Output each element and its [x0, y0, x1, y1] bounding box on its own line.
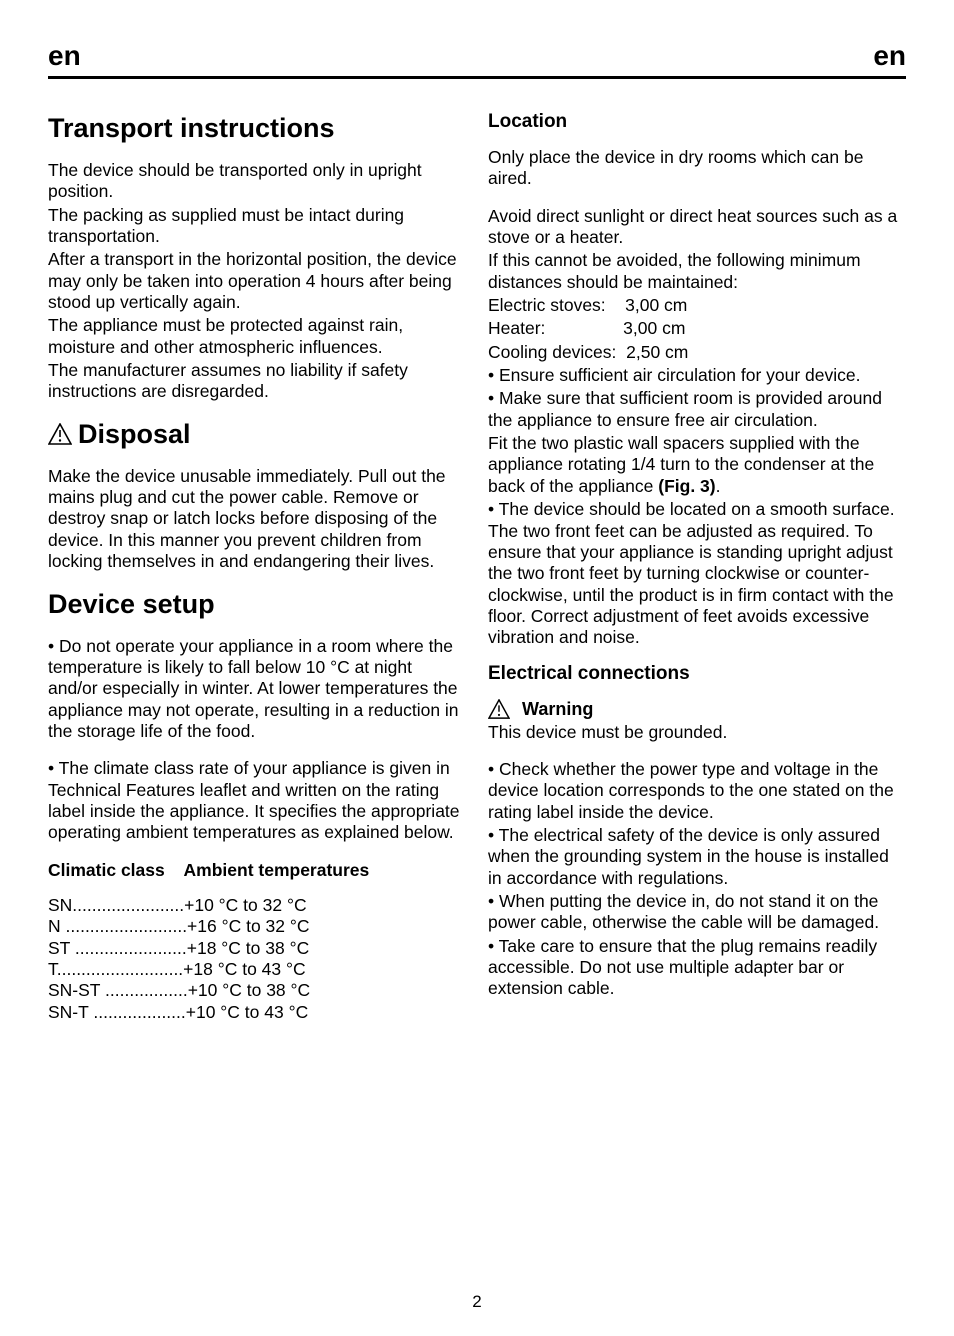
- climate-row: SN-ST .................+10 °C to 38 °C: [48, 980, 466, 1001]
- heading-electrical: Electrical connections: [488, 663, 906, 685]
- distance-cooling: Cooling devices: 2,50 cm: [488, 342, 906, 363]
- setup-p2: • The climate class rate of your applian…: [48, 758, 466, 843]
- location-p1: Only place the device in dry rooms which…: [488, 147, 906, 190]
- setup-b1: • Do not operate your appliance in a roo…: [48, 636, 466, 743]
- transport-block: The device should be transported only in…: [48, 160, 466, 403]
- climate-row: ST .......................+18 °C to 38 °…: [48, 938, 466, 959]
- content-columns: Transport instructions The device should…: [48, 107, 906, 1023]
- climate-row: T..........................+18 °C to 43 …: [48, 959, 466, 980]
- transport-p1: The device should be transported only in…: [48, 160, 466, 203]
- climate-heading: Climatic class Ambient temperatures: [48, 860, 466, 881]
- transport-p4: The appliance must be protected against …: [48, 315, 466, 358]
- header-rule: [48, 76, 906, 79]
- left-column: Transport instructions The device should…: [48, 107, 466, 1023]
- setup-p1: • Do not operate your appliance in a roo…: [48, 636, 466, 743]
- heading-disposal: Disposal: [48, 419, 466, 450]
- elec-bullet1: • Check whether the power type and volta…: [488, 759, 906, 823]
- climate-table: SN.......................+10 °C to 32 °C…: [48, 895, 466, 1023]
- location-intro: Only place the device in dry rooms which…: [488, 147, 906, 190]
- disposal-block: Make the device unusable immediately. Pu…: [48, 466, 466, 573]
- location-body: Avoid direct sunlight or direct heat sou…: [488, 206, 906, 649]
- lang-label-right: en: [873, 40, 906, 72]
- location-p2a: Avoid direct sunlight or direct heat sou…: [488, 206, 906, 249]
- elec-grounded: This device must be grounded.: [488, 722, 906, 743]
- elec-bullet3: • When putting the device in, do not sta…: [488, 891, 906, 934]
- heading-location: Location: [488, 111, 906, 133]
- heading-device-setup: Device setup: [48, 589, 466, 620]
- distance-heater: Heater: 3,00 cm: [488, 318, 906, 339]
- warning-triangle-icon: [48, 423, 72, 445]
- climate-row: N .........................+16 °C to 32 …: [48, 916, 466, 937]
- heading-transport: Transport instructions: [48, 113, 466, 144]
- warning-triangle-icon: [488, 699, 510, 719]
- transport-p3: After a transport in the horizontal posi…: [48, 249, 466, 313]
- header-row: en en: [48, 40, 906, 72]
- disposal-p1: Make the device unusable immediately. Pu…: [48, 466, 466, 573]
- location-p3-dot: .: [716, 476, 721, 496]
- elec-bullet4: • Take care to ensure that the plug rema…: [488, 936, 906, 1000]
- transport-p2: The packing as supplied must be intact d…: [48, 205, 466, 248]
- location-p3: Fit the two plastic wall spacers supplie…: [488, 433, 906, 497]
- lang-label-left: en: [48, 40, 81, 72]
- warning-line: Warning: [488, 699, 906, 720]
- right-column: Location Only place the device in dry ro…: [488, 107, 906, 1023]
- transport-p5: The manufacturer assumes no liability if…: [48, 360, 466, 403]
- distance-electric: Electric stoves: 3,00 cm: [488, 295, 906, 316]
- location-bullet2: • Make sure that sufficient room is prov…: [488, 388, 906, 431]
- fig3-ref: (Fig. 3): [658, 476, 715, 496]
- page-number: 2: [0, 1292, 954, 1312]
- location-p2b: If this cannot be avoided, the following…: [488, 250, 906, 293]
- location-bullet1: • Ensure sufficient air circulation for …: [488, 365, 906, 386]
- location-bullet3: • The device should be located on a smoo…: [488, 499, 906, 648]
- warning-label: Warning: [522, 699, 593, 720]
- climate-row: SN-T ...................+10 °C to 43 °C: [48, 1002, 466, 1023]
- elec-bullet2: • The electrical safety of the device is…: [488, 825, 906, 889]
- disposal-title-text: Disposal: [78, 419, 191, 449]
- elec-p1: This device must be grounded.: [488, 722, 906, 743]
- climate-row: SN.......................+10 °C to 32 °C: [48, 895, 466, 916]
- setup-b2: • The climate class rate of your applian…: [48, 758, 466, 843]
